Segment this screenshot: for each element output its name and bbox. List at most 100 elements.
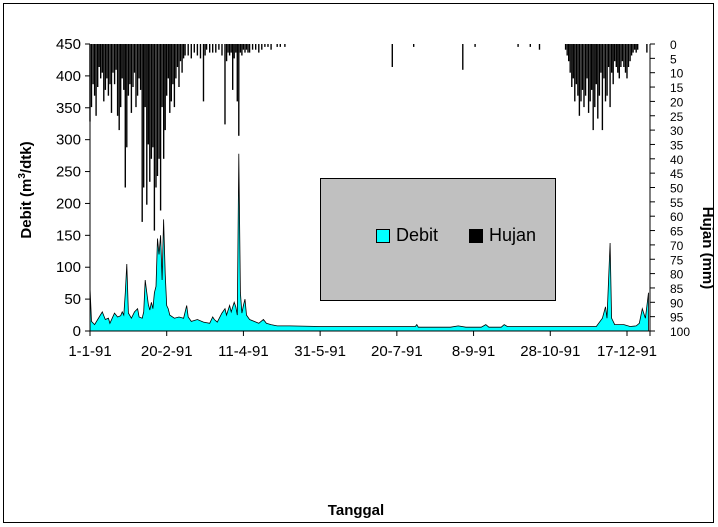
y2-tick-label: 40: [670, 153, 684, 167]
hujan-bar: [181, 44, 183, 73]
hujan-bar: [591, 44, 593, 90]
hujan-bar: [629, 44, 631, 62]
hujan-bar: [581, 44, 584, 90]
hujan-bar: [621, 44, 624, 62]
chart-frame: [3, 3, 714, 523]
hujan-bar: [575, 44, 578, 85]
hujan-bar: [584, 44, 587, 96]
hujan-bar: [587, 44, 590, 113]
x-tick-label: 31-5-91: [294, 343, 346, 360]
hujan-bar: [215, 44, 217, 53]
hujan-bar: [242, 44, 245, 50]
y2-tick-label: 80: [670, 268, 684, 282]
hujan-bar: [93, 44, 96, 96]
y2-tick-label: 25: [670, 110, 684, 124]
y2-tick-label: 50: [670, 182, 684, 196]
hujan-bar: [574, 44, 576, 102]
hujan-bar: [618, 44, 620, 79]
hujan-bar: [147, 44, 149, 145]
y-axis-label: Debit (m3/dtk): [17, 141, 35, 238]
y-tick-label: 50: [64, 291, 81, 308]
hujan-bar: [538, 44, 541, 50]
hujan-bar: [586, 44, 588, 79]
hujan-bar: [624, 44, 627, 73]
hujan-bar: [566, 44, 568, 56]
y2-tick-label: 90: [670, 296, 684, 310]
y-tick-label: 300: [56, 132, 81, 149]
hujan-bar: [138, 44, 140, 79]
y-tick-label: 150: [56, 227, 81, 244]
hujan-bar: [172, 44, 174, 85]
hujan-bar: [120, 44, 122, 108]
y2-tick-label: 70: [670, 239, 684, 253]
hujan-bar: [166, 44, 168, 96]
hujan-bar: [627, 44, 630, 67]
hujan-bar: [236, 44, 238, 102]
hujan-bar: [598, 44, 601, 96]
hujan-bar: [182, 44, 185, 59]
hujan-bar: [196, 44, 199, 56]
hujan-bar: [184, 44, 186, 56]
hujan-bar: [112, 44, 114, 73]
hujan-bar: [646, 44, 648, 53]
hujan-bar: [144, 44, 146, 108]
hujan-bar: [167, 44, 169, 79]
hujan-bar: [413, 44, 415, 47]
hujan-bar: [161, 44, 163, 108]
hujan-bar: [118, 44, 120, 131]
hujan-bar: [173, 44, 176, 108]
hujan-bar: [228, 44, 231, 56]
hujan-bar: [152, 44, 154, 148]
hujan-bar: [571, 44, 573, 87]
hujan-bar: [95, 44, 97, 116]
x-tick-label: 20-7-91: [371, 343, 423, 360]
hujan-bar: [121, 44, 123, 79]
y-tick-label: 0: [73, 323, 81, 340]
hujan-bar: [255, 44, 257, 50]
hujan-bar: [583, 44, 585, 108]
debit-area: [89, 153, 649, 332]
hujan-bar: [221, 44, 223, 56]
hujan-bar: [474, 44, 476, 47]
hujan-bar: [126, 44, 128, 148]
hujan-bar: [109, 44, 111, 85]
hujan-bar: [251, 44, 254, 50]
hujan-bar: [169, 44, 171, 113]
y-tick-label: 100: [56, 259, 81, 276]
hujan-bar: [248, 44, 251, 53]
hujan-bar: [626, 44, 628, 79]
hujan-bar: [123, 44, 125, 90]
y2-axis-ticks: 0510152025303540455055606570758085909510…: [650, 38, 690, 339]
hujan-bar: [178, 44, 180, 87]
hujan-bar: [578, 44, 581, 116]
y2-tick-label: 45: [670, 167, 684, 181]
hujan-bar: [218, 44, 220, 50]
hujan-bar: [615, 44, 617, 67]
y-tick-label: 250: [56, 164, 81, 181]
hujan-bar: [592, 44, 594, 131]
hujan-bar: [97, 44, 99, 87]
hujan-bar: [609, 44, 611, 108]
x-tick-label: 11-4-91: [218, 343, 269, 360]
hujan-bar: [153, 44, 156, 231]
hujan-bar: [146, 44, 148, 205]
y-tick-label: 450: [56, 36, 81, 53]
hujan-bar: [258, 44, 260, 53]
hujan-bar: [199, 44, 202, 59]
x-tick-label: 20-2-91: [141, 343, 193, 360]
hujan-bar: [614, 44, 616, 62]
hujan-bar: [209, 44, 211, 53]
hujan-bar: [202, 44, 205, 102]
hujan-bar: [101, 44, 103, 73]
hujan-bar: [604, 44, 607, 102]
hujan-bar: [179, 44, 182, 62]
hujan-bar: [607, 44, 610, 67]
hujan-bar: [241, 44, 243, 56]
hujan-bar: [617, 44, 619, 73]
hujan-bar: [245, 44, 248, 50]
hujan-bar: [158, 44, 160, 159]
hujan-bar: [141, 44, 143, 222]
hujan-bar: [92, 44, 94, 85]
hujan-bar: [212, 44, 214, 53]
